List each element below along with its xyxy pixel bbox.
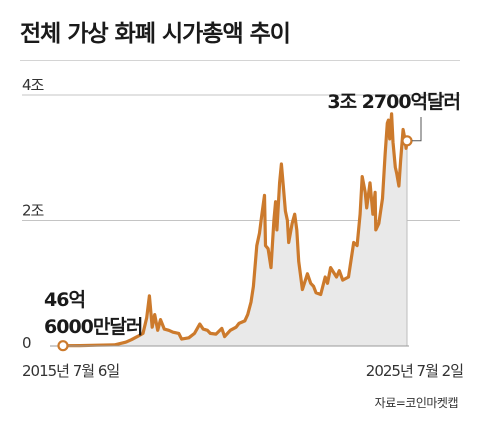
annotation-marker xyxy=(401,135,413,147)
y-tick-label: 4조 xyxy=(22,76,45,94)
annotation-leader xyxy=(412,117,422,142)
annotation-label: 6000만달러 xyxy=(44,316,142,338)
y-tick-label: 0 xyxy=(22,334,31,352)
title-divider xyxy=(20,60,460,61)
y-tick-label: 2조 xyxy=(22,202,45,220)
x-tick-label: 2015년 7월 6일 xyxy=(22,362,119,380)
x-tick-label: 2025년 7월 2일 xyxy=(366,362,463,380)
series-line xyxy=(61,112,409,348)
chart-title: 전체 가상 화폐 시가총액 추이 xyxy=(20,21,291,47)
annotation-marker xyxy=(57,340,69,352)
annotation-label: 46억 xyxy=(44,289,85,311)
source-note: 자료=코인마켓캡 xyxy=(374,396,459,410)
area-fill xyxy=(63,113,407,346)
annotation-label: 3조 2700억달러 xyxy=(327,91,460,113)
